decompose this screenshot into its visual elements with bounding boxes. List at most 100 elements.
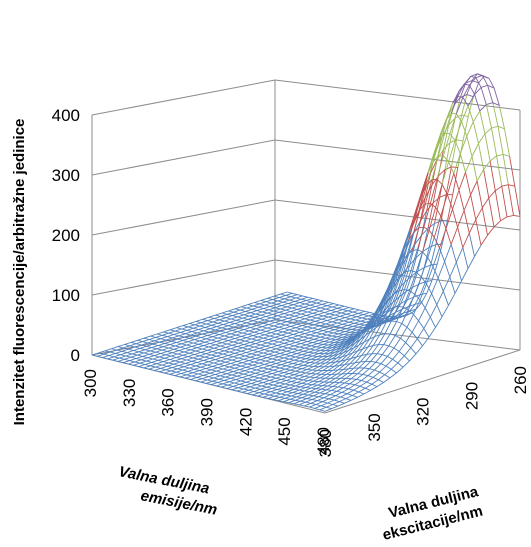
- surface-line-exc-23-11: [194, 354, 200, 357]
- surface-line-exc-26-0: [117, 346, 124, 349]
- surface-line-exc-22-41: [356, 378, 362, 381]
- surface-line-em-11-10: [272, 326, 280, 330]
- surface-line-em-15-2: [345, 315, 352, 319]
- surface-line-em-31-21: [304, 373, 312, 377]
- surface-line-em-22-17: [283, 355, 291, 359]
- surface-line-em-30-12: [357, 328, 365, 337]
- surface-line-em-18-3: [354, 320, 361, 324]
- surface-line-em-39-3: [462, 84, 470, 98]
- surface-line-em-8-10: [256, 322, 264, 326]
- surface-line-em-16-25: [200, 364, 208, 368]
- surface-line-em-39-5: [449, 113, 457, 134]
- surface-line-exc-22-20: [247, 363, 253, 366]
- surface-line-exc-21-10: [202, 348, 208, 351]
- surface-line-em-26-17: [304, 358, 312, 363]
- surface-line-em-4-22: [158, 342, 165, 346]
- surface-line-em-13-17: [237, 344, 244, 348]
- surface-line-em-40-14: [396, 306, 404, 322]
- surface-line-em-9-20: [196, 345, 204, 349]
- surface-line-em-23-27: [223, 377, 231, 381]
- surface-line-em-18-27: [198, 371, 205, 375]
- surface-line-em-13-28: [165, 367, 173, 371]
- surface-line-em-40-28: [305, 399, 313, 403]
- surface-line-em-8-21: [185, 345, 193, 349]
- surface-line-exc-9-4: [249, 315, 255, 318]
- surface-line-em-19-29: [190, 376, 198, 380]
- surface-line-em-20-7: [338, 331, 346, 335]
- surface-line-em-8-15: [224, 333, 232, 337]
- surface-line-em-24-25: [242, 374, 249, 378]
- surface-line-exc-28-0: [104, 350, 111, 353]
- surface-line-em-7-23: [167, 348, 174, 352]
- surface-line-exc-5-16: [337, 322, 343, 325]
- surface-line-exc-20-4: [177, 338, 184, 341]
- surface-line-em-17-20: [238, 355, 246, 359]
- surface-line-em-44-15: [410, 338, 418, 349]
- surface-line-exc-9-9: [274, 322, 281, 325]
- surface-line-em-14-20: [222, 351, 230, 355]
- surface-line-em-23-7: [353, 331, 361, 336]
- surface-line-exc-11-9: [261, 326, 268, 329]
- surface-line-em-1-6: [246, 305, 254, 309]
- surface-line-em-20-12: [305, 342, 313, 346]
- surface-line-exc-27-19: [209, 372, 216, 375]
- surface-line-em-7-13: [232, 327, 239, 331]
- surface-line-em-17-14: [277, 342, 285, 346]
- surface-line-exc-25-3: [139, 347, 146, 351]
- surface-line-exc-23-15: [215, 359, 221, 362]
- surface-line-exc-17-42: [393, 347, 400, 352]
- surface-line-em-25-6: [370, 324, 378, 329]
- surface-line-em-24-20: [274, 364, 282, 368]
- surface-line-em-45-14: [422, 336, 430, 347]
- surface-line-em-22-16: [290, 353, 298, 357]
- surface-line-exc-0-42: [504, 128, 511, 157]
- surface-line-em-42-20: [367, 369, 375, 376]
- surface-line-em-1-28: [103, 351, 111, 355]
- surface-line-em-14-21: [216, 353, 224, 357]
- surface-line-exc-12-10: [260, 329, 267, 332]
- surface-line-em-10-26: [163, 359, 170, 363]
- surface-line-exc-3-8: [308, 308, 315, 311]
- surface-line-em-17-8: [316, 330, 324, 334]
- surface-line-em-31-19: [317, 366, 325, 371]
- surface-line-exc-18-37: [361, 353, 367, 356]
- surface-line-em-29-6: [391, 288, 399, 297]
- surface-line-exc-13-4: [223, 324, 229, 327]
- surface-line-exc-8-42: [452, 208, 459, 228]
- surface-line-em-35-11: [389, 270, 398, 289]
- surface-line-exc-6-28: [392, 288, 399, 303]
- surface-line-em-11-2: [324, 309, 332, 313]
- surface-line-em-30-28: [253, 388, 261, 392]
- surface-line-em-36-19: [343, 363, 351, 370]
- surface-line-exc-14-37: [387, 307, 394, 311]
- surface-line-em-5-5: [273, 308, 281, 312]
- surface-line-exc-20-42: [374, 369, 380, 373]
- surface-line-exc-19-19: [261, 355, 268, 359]
- surface-line-em-36-11: [394, 261, 403, 282]
- surface-line-exc-7-0: [241, 306, 247, 309]
- surface-line-em-29-19: [307, 366, 314, 370]
- surface-line-em-20-21: [247, 361, 255, 365]
- surface-line-em-42-12: [419, 283, 427, 301]
- surface-line-em-29-16: [326, 355, 334, 360]
- surface-line-em-43-1: [496, 153, 504, 157]
- surface-line-em-7-7: [271, 315, 278, 319]
- surface-line-em-12-21: [205, 351, 213, 355]
- surface-line-em-19-11: [307, 338, 315, 342]
- surface-line-exc-30-9: [138, 366, 144, 369]
- surface-line-exc-21-20: [253, 361, 260, 364]
- surface-line-exc-5-12: [316, 317, 322, 320]
- surface-line-exc-29-6: [129, 360, 135, 363]
- surface-line-exc-17-14: [248, 345, 255, 348]
- surface-line-em-1-27: [110, 349, 117, 353]
- surface-line-exc-25-18: [217, 367, 224, 370]
- surface-line-em-40-29: [298, 401, 306, 406]
- surface-line-em-9-2: [313, 307, 321, 311]
- surface-line-exc-14-8: [237, 331, 243, 334]
- surface-line-em-13-5: [315, 318, 322, 322]
- surface-line-exc-29-43: [320, 405, 327, 408]
- surface-line-em-30-27: [260, 386, 267, 390]
- surface-line-em-3-28: [113, 354, 121, 358]
- surface-line-exc-27-3: [126, 352, 133, 355]
- surface-line-exc-1-16: [363, 314, 369, 317]
